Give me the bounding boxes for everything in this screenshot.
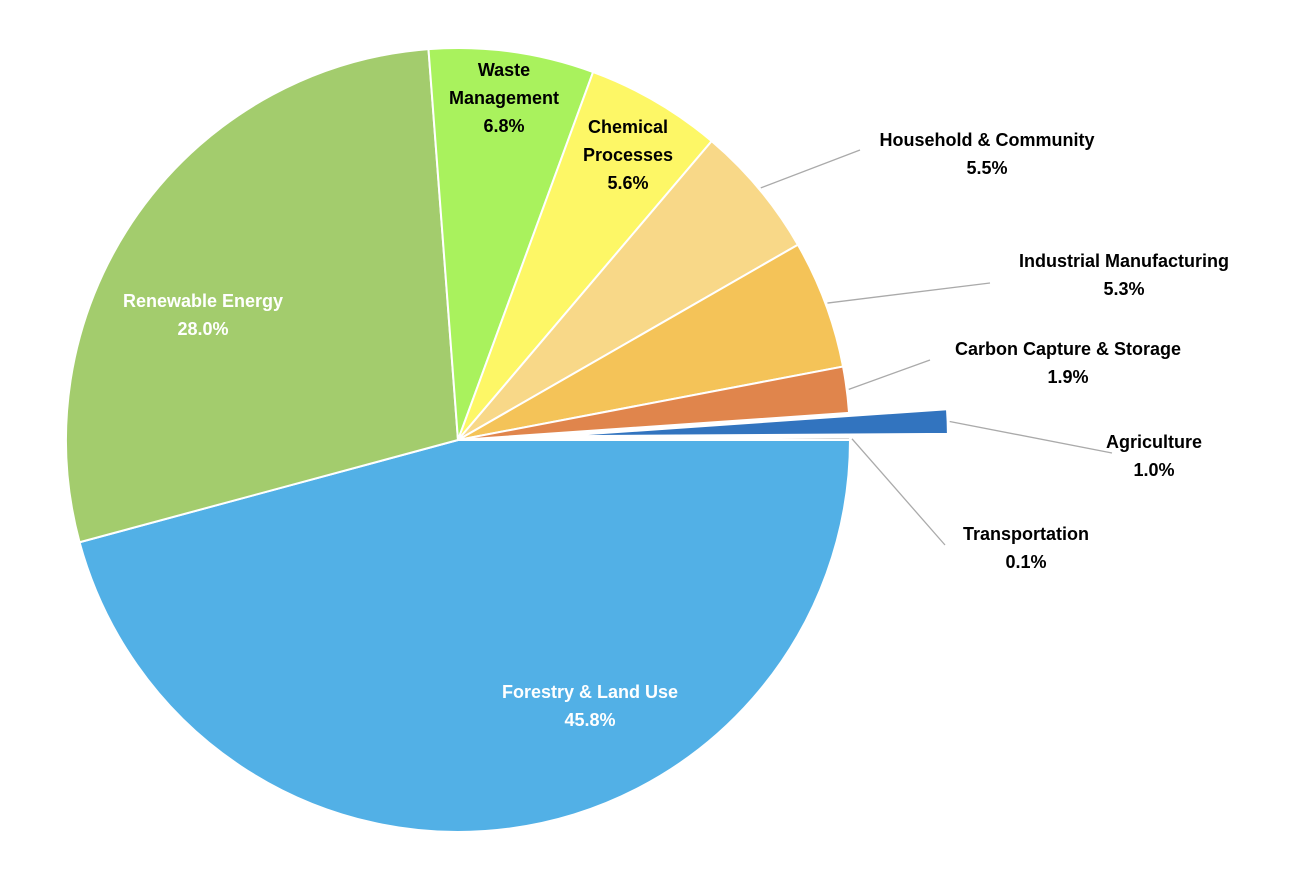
leader-line	[827, 282, 991, 304]
slice-value-label: 5.5%	[966, 158, 1007, 178]
slice-label: Renewable Energy 28.0%	[123, 291, 283, 339]
pie-slice-renewable-energy	[65, 48, 460, 544]
pie-slice-forestry-land-use	[78, 439, 852, 833]
pie-slice-household-community	[457, 139, 800, 441]
pie-slice-transportation	[457, 436, 852, 441]
slice-value-label: 0.1%	[1005, 552, 1046, 572]
slice-value-label: 5.3%	[1103, 279, 1144, 299]
pie-slice-chemical-processes	[457, 70, 714, 441]
leader-line	[851, 438, 946, 546]
slice-labels: Forestry & Land Use 45.8% Renewable Energy…	[123, 60, 1229, 730]
pie-slice-agriculture	[555, 408, 949, 438]
pie-slices	[65, 47, 949, 833]
slice-label: Household & Community 5.5%	[880, 130, 1095, 178]
slice-label: Agriculture 1.0%	[1106, 432, 1202, 480]
leader-line	[949, 420, 1113, 454]
slice-value-label: 6.8%	[483, 116, 524, 136]
slice-value-label: 1.0%	[1133, 460, 1174, 480]
pie-slice-carbon-capture-storage	[457, 365, 851, 441]
slice-label: Transportation 0.1%	[963, 524, 1089, 572]
leader-lines	[760, 149, 1113, 546]
slice-label: Industrial Manufacturing 5.3%	[1019, 251, 1229, 299]
leader-line	[760, 149, 861, 189]
slice-value-label: 28.0%	[177, 319, 228, 339]
slice-label: Chemical Processes 5.6%	[583, 117, 673, 193]
pie-slice-waste-management	[427, 47, 595, 441]
slice-value-label: 5.6%	[607, 173, 648, 193]
slice-label: Waste Management 6.8%	[449, 60, 559, 136]
leader-line	[848, 359, 931, 391]
slice-value-label: 45.8%	[564, 710, 615, 730]
slice-label: Forestry & Land Use 45.8%	[502, 682, 678, 730]
slice-value-label: 1.9%	[1047, 367, 1088, 387]
slice-label: Carbon Capture & Storage 1.9%	[955, 339, 1181, 387]
